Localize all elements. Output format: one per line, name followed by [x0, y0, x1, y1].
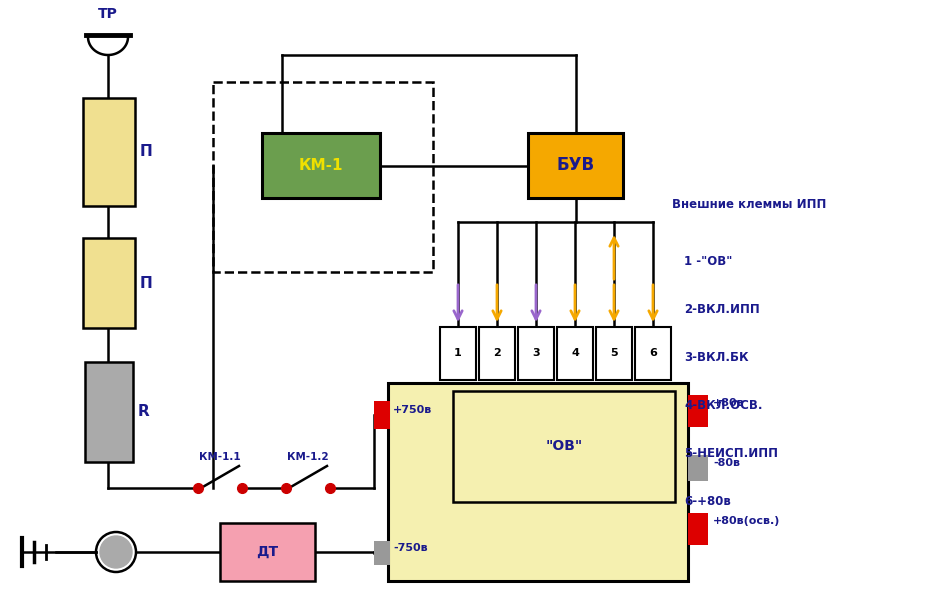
Text: 3-ВКЛ.БК: 3-ВКЛ.БК [684, 351, 748, 364]
Bar [688, 395, 708, 427]
Text: П: П [140, 275, 153, 291]
Bar [596, 327, 632, 380]
Bar [262, 133, 380, 198]
Text: 2: 2 [493, 349, 500, 359]
Circle shape [100, 536, 132, 568]
Text: 3: 3 [532, 349, 540, 359]
Bar [479, 327, 515, 380]
Bar [635, 327, 671, 380]
Text: 1 -"ОВ": 1 -"ОВ" [684, 255, 732, 268]
Bar [85, 362, 133, 462]
Text: +80в: +80в [713, 398, 745, 408]
Text: КМ-1.1: КМ-1.1 [199, 452, 240, 462]
Bar [83, 98, 135, 206]
Bar [388, 383, 688, 581]
Text: "ОВ": "ОВ" [546, 440, 582, 454]
Text: 2-ВКЛ.ИПП: 2-ВКЛ.ИПП [684, 303, 760, 316]
Text: -750в: -750в [393, 543, 427, 553]
Bar [440, 327, 476, 380]
Text: ТР: ТР [98, 7, 118, 21]
Text: 6: 6 [649, 349, 657, 359]
Text: 1: 1 [454, 349, 462, 359]
Text: -80в: -80в [713, 458, 740, 468]
Text: 4-ВКЛ.ОСВ.: 4-ВКЛ.ОСВ. [684, 399, 762, 412]
Bar [453, 391, 675, 502]
Text: 5: 5 [610, 349, 618, 359]
Bar [83, 238, 135, 328]
Bar [528, 133, 623, 198]
Bar [213, 82, 433, 272]
Text: +80в(осв.): +80в(осв.) [713, 516, 780, 526]
Bar [518, 327, 554, 380]
Text: П: П [140, 144, 153, 159]
Text: 5-НЕИСП.ИПП: 5-НЕИСП.ИПП [684, 447, 778, 460]
Bar [557, 327, 593, 380]
Bar [374, 541, 390, 565]
Text: 6-+80в: 6-+80в [684, 495, 731, 508]
Text: +750в: +750в [393, 405, 432, 415]
Text: 4: 4 [571, 349, 579, 359]
Bar [374, 401, 390, 429]
Bar [688, 455, 708, 481]
Bar [688, 513, 708, 545]
Text: КМ-1.2: КМ-1.2 [287, 452, 329, 462]
Text: Внешние клеммы ИПП: Внешние клеммы ИПП [672, 198, 826, 211]
Text: R: R [138, 405, 149, 420]
Bar [220, 523, 315, 581]
Text: ДТ: ДТ [256, 545, 279, 559]
Text: КМ-1: КМ-1 [299, 158, 344, 173]
Text: БУВ: БУВ [557, 156, 594, 175]
